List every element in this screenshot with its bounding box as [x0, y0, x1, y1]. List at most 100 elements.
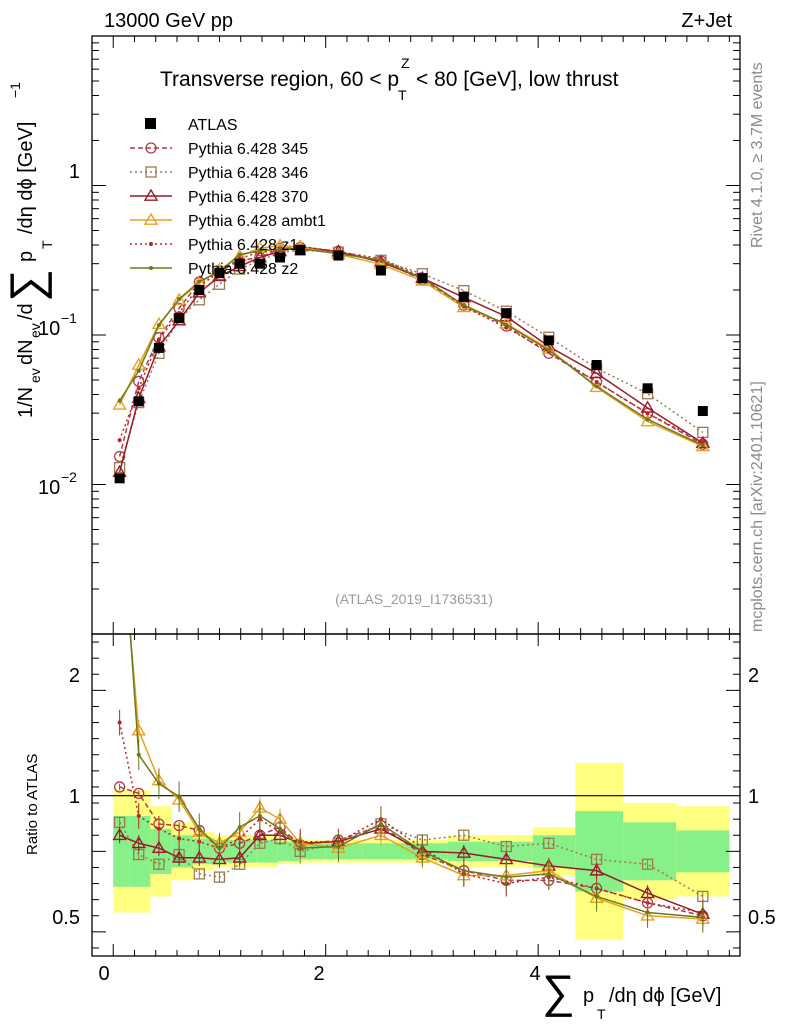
series-line-346 — [118, 249, 704, 468]
x-tick-labels: 0 2 4 — [98, 963, 540, 985]
ratio-point-346-4 — [193, 868, 205, 880]
ratio-axis-label: Ratio to ATLAS — [24, 754, 41, 855]
legend-marker-z2 — [149, 266, 153, 270]
series-line-370 — [118, 246, 704, 473]
atlas-data-point-0 — [114, 473, 125, 484]
rivet-version-label: Rivet 4.1.0, ≥ 3.7M events — [749, 62, 766, 248]
x-tick-label-2: 2 — [313, 963, 324, 985]
svg-text:1/N: 1/N — [15, 387, 37, 418]
series-point-z1-2 — [156, 337, 161, 342]
svg-text:−1: −1 — [7, 82, 23, 98]
series-point-z1-18 — [700, 440, 705, 445]
ratio-point-z2-15 — [546, 871, 551, 876]
series-point-z2-2 — [156, 323, 161, 328]
atlas-data-point-8 — [275, 252, 286, 263]
process-label: Z+Jet — [681, 10, 732, 32]
analysis-reference: (ATLAS_2019_I1736531) — [335, 591, 493, 607]
series-point-370-18 — [695, 435, 711, 449]
ratio-point-z2-12 — [420, 849, 425, 854]
legend-marker-ambt1 — [143, 212, 159, 225]
ratio-tick-left-2: 2 — [69, 665, 80, 687]
y-tick-labels: 10 −2 10 −1 1 — [38, 161, 80, 499]
series-point-z2-8 — [278, 246, 283, 251]
ratio-point-z2-13 — [461, 868, 466, 873]
legend-label-345: Pythia 6.428 345 — [188, 141, 308, 158]
atlas-data-point-2 — [153, 342, 164, 353]
svg-text:∑: ∑ — [542, 965, 575, 1017]
series-point-z2-16 — [594, 384, 599, 389]
series-point-z1-1 — [136, 386, 141, 391]
svg-text:T: T — [39, 240, 55, 249]
stat-uncertainty-band-11 — [362, 843, 406, 860]
series-point-z2-4 — [197, 279, 202, 284]
ratio-point-z1-1 — [136, 813, 141, 818]
ratio-tick-right-0.5: 0.5 — [748, 907, 776, 929]
legend-marker-346 — [145, 166, 157, 178]
series-point-z2-1 — [136, 368, 141, 373]
y-axis-label: 1/N ev dN ev /d ∑ p T /dη dϕ [GeV] −1 — [0, 82, 55, 418]
series-point-ambt1-18 — [695, 439, 711, 452]
mcplots-label: mcplots.cern.ch [arXiv:2401.10621] — [749, 381, 766, 632]
ratio-point-z2-11 — [378, 821, 383, 826]
energy-label: 13000 GeV pp — [104, 10, 233, 32]
ratio-point-z2-8 — [278, 826, 283, 831]
ratio-tick-left-0.5: 0.5 — [52, 907, 80, 929]
series-point-z2-6 — [237, 252, 242, 257]
axis-ticks — [91, 36, 740, 956]
ratio-point-370-16 — [589, 863, 604, 876]
ratio-point-346-2 — [153, 858, 165, 870]
ratio-point-z2-14 — [504, 875, 509, 880]
y-tick-label-0.01: 10 — [38, 477, 60, 499]
atlas-data-point-9 — [295, 245, 306, 256]
ratio-point-ambt1-11 — [373, 827, 389, 841]
svg-text:T: T — [398, 87, 407, 103]
series-point-z2-14 — [504, 322, 509, 327]
ratio-point-z2-6 — [237, 825, 242, 830]
ratio-point-z2-18 — [700, 915, 705, 920]
atlas-data-point-16 — [591, 359, 602, 370]
ratio-point-z2-3 — [177, 794, 182, 799]
ratio-point-370-2 — [151, 840, 167, 854]
series-point-ambt1-16 — [589, 379, 604, 393]
ratio-point-370-1 — [131, 835, 146, 849]
legend-label-z1: Pythia 6.428 z1 — [188, 237, 298, 254]
ratio-point-346-17 — [641, 858, 654, 870]
chart-title: Transverse region, 60 < p Z T < 80 [GeV]… — [160, 55, 619, 103]
ratio-point-345-1 — [133, 787, 145, 800]
stat-uncertainty-band-18 — [676, 830, 730, 873]
ratio-point-346-15 — [543, 837, 555, 849]
series-point-z2-13 — [461, 303, 466, 308]
ratio-tick-labels: 0.5 1 2 0.5 1 2 — [52, 665, 776, 929]
atlas-data-point-3 — [174, 312, 185, 323]
atlas-data-point-10 — [333, 250, 344, 261]
y-tick-label-1: 1 — [69, 161, 80, 183]
series-point-z2-18 — [700, 443, 705, 448]
stat-uncertainty-band-1 — [129, 815, 151, 887]
y-tick-label-0.1-exp: −1 — [61, 310, 77, 326]
legend-label-ambt1: Pythia 6.428 ambt1 — [188, 213, 326, 230]
ratio-tick-right-2: 2 — [748, 665, 759, 687]
svg-text:Z: Z — [401, 55, 410, 71]
legend: ATLAS Pythia 6.428 345 Pythia 6.428 346 Pyt… — [130, 117, 326, 278]
series-point-z2-3 — [177, 296, 182, 301]
stat-uncertainty-band-17 — [623, 822, 677, 881]
svg-text:∑: ∑ — [0, 269, 52, 302]
ratio-panel-series — [112, 507, 711, 933]
svg-text:/dη dϕ [GeV]: /dη dϕ [GeV] — [609, 985, 721, 1007]
atlas-data-point-13 — [458, 291, 469, 302]
ratio-point-z2-5 — [217, 846, 222, 851]
ratio-point-ambt1-0 — [114, 507, 126, 517]
legend-label-346: Pythia 6.428 346 — [188, 165, 308, 182]
series-point-345-1 — [133, 375, 145, 388]
ratio-point-z2-16 — [594, 894, 599, 899]
atlas-data-point-4 — [194, 284, 205, 295]
ratio-point-370-7 — [252, 827, 268, 841]
ratio-point-z2-1 — [136, 752, 141, 757]
series-point-z2-11 — [378, 258, 383, 263]
atlas-data-point-14 — [501, 308, 512, 319]
ratio-point-370-0 — [112, 827, 127, 841]
series-point-z1-17 — [645, 411, 650, 416]
atlas-data-point-18 — [697, 406, 708, 417]
svg-text:T: T — [597, 1006, 606, 1022]
svg-text:ev: ev — [27, 368, 43, 383]
